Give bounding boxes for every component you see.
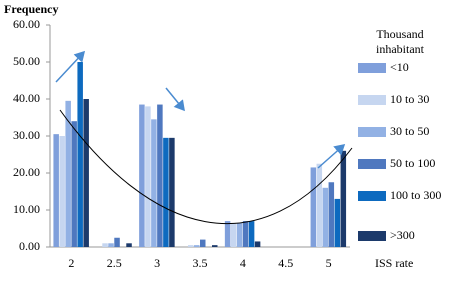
legend-swatch (358, 231, 386, 241)
y-tick-label: 30.00 (13, 128, 40, 142)
bar (163, 137, 169, 247)
y-axis-title: Frequency (4, 2, 58, 16)
arrow (165, 87, 185, 112)
y-tick-label: 60.00 (13, 17, 40, 31)
bar (102, 243, 108, 247)
bar (248, 221, 255, 247)
x-tick-label: 4.5 (278, 256, 293, 270)
bar (328, 182, 335, 247)
bar (169, 137, 175, 247)
bar (224, 221, 231, 247)
bar (83, 99, 89, 247)
bar (151, 119, 157, 247)
y-tick-label: 20.00 (13, 165, 40, 179)
bar (108, 243, 114, 247)
legend-swatch (358, 63, 386, 73)
legend-swatch (358, 191, 386, 201)
bar (254, 241, 261, 247)
x-tick-label: 2.5 (107, 256, 122, 270)
bar (59, 136, 65, 247)
y-tick-label: 0.00 (19, 239, 40, 253)
y-tick-label: 50.00 (13, 54, 40, 68)
y-tick-label: 40.00 (13, 91, 40, 105)
legend-swatch (358, 127, 386, 137)
x-tick-label: 4 (240, 256, 246, 270)
x-tick-label: 3 (154, 256, 160, 270)
bar (236, 222, 243, 247)
bar (340, 150, 347, 247)
legend-title: Thousand inhabitant (376, 27, 425, 56)
arrow (317, 144, 346, 169)
bar (157, 104, 163, 247)
x-tick-label: 5 (326, 256, 332, 270)
bar (310, 167, 317, 247)
bar (114, 237, 120, 247)
bar (194, 245, 200, 247)
legend-swatch (358, 95, 386, 105)
bar (71, 121, 77, 247)
legend-label: 50 to 100 (390, 156, 435, 170)
legend-label: <10 (390, 60, 409, 74)
y-tick-label: 10.00 (13, 202, 40, 216)
bar (126, 243, 132, 247)
bar (212, 245, 218, 247)
bar (200, 239, 206, 247)
legend-label: 30 to 50 (390, 124, 429, 138)
x-tick-label: 3.5 (193, 256, 208, 270)
bar (77, 62, 83, 247)
legend-label: 100 to 300 (390, 188, 441, 202)
bar (242, 221, 249, 247)
bar (316, 163, 323, 247)
x-axis-title: ISS rate (375, 256, 413, 270)
arrow (55, 50, 86, 83)
bar (188, 245, 194, 247)
bar (334, 198, 341, 247)
bar (53, 134, 59, 247)
bar (322, 187, 329, 247)
bar (65, 100, 71, 247)
legend-swatch (358, 159, 386, 169)
legend-label: 10 to 30 (390, 92, 429, 106)
bar (230, 222, 237, 247)
x-tick-label: 2 (68, 256, 74, 270)
trend-curve (59, 109, 353, 225)
bar (139, 104, 145, 247)
bar (145, 106, 151, 248)
legend-label: >300 (390, 228, 415, 242)
